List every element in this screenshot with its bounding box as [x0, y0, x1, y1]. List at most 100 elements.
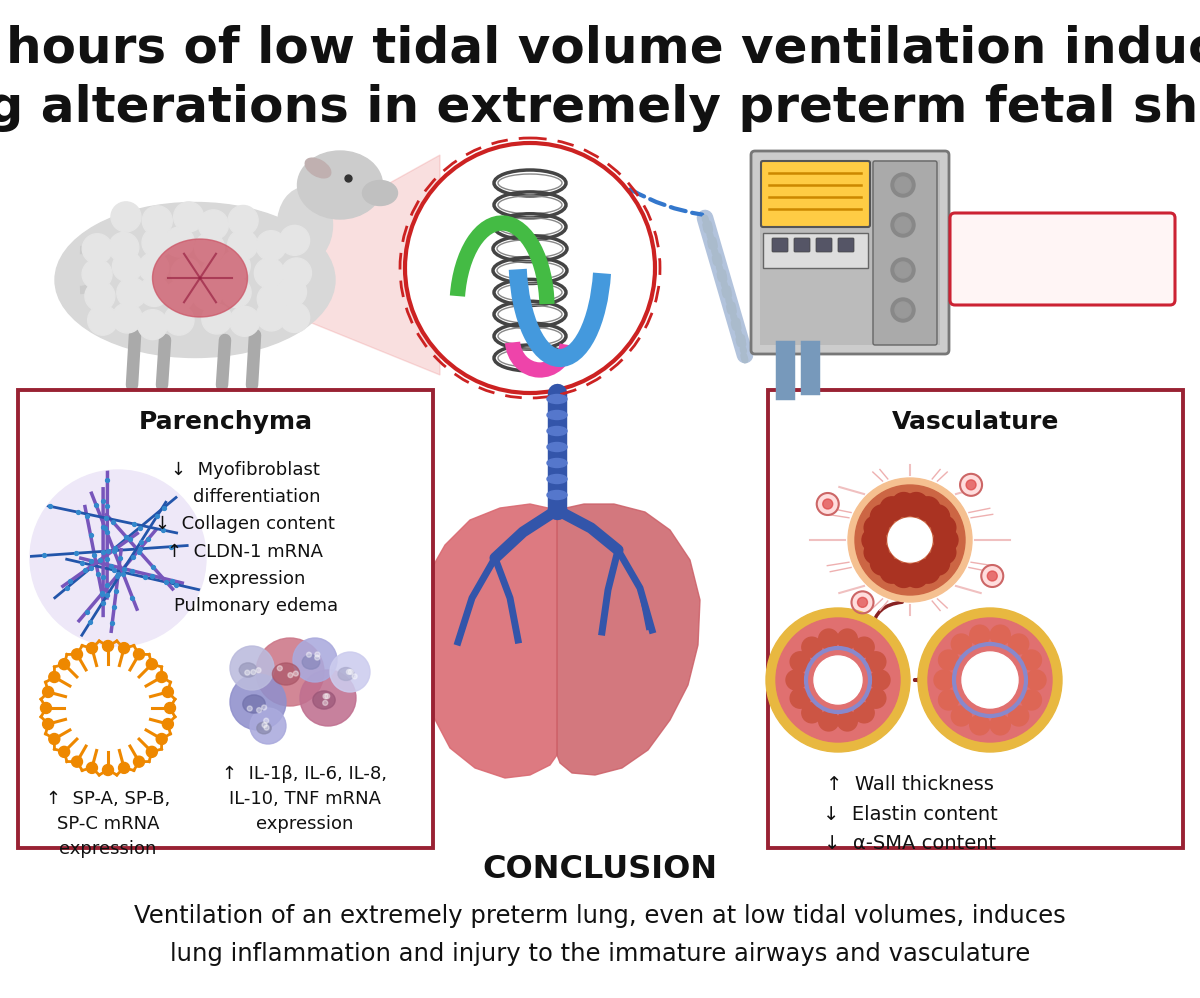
Circle shape	[113, 251, 143, 281]
Circle shape	[888, 518, 932, 562]
Circle shape	[280, 226, 310, 255]
Text: Target V: Target V	[965, 233, 1045, 251]
Circle shape	[229, 306, 259, 336]
Circle shape	[854, 703, 874, 723]
Circle shape	[323, 701, 328, 706]
Circle shape	[112, 303, 142, 333]
FancyBboxPatch shape	[794, 238, 810, 252]
Circle shape	[300, 670, 356, 726]
Circle shape	[990, 625, 1010, 645]
Circle shape	[257, 284, 287, 314]
Ellipse shape	[152, 239, 247, 317]
Ellipse shape	[362, 181, 397, 206]
Ellipse shape	[493, 236, 568, 261]
Circle shape	[116, 277, 146, 307]
Ellipse shape	[494, 323, 566, 349]
Circle shape	[916, 497, 940, 521]
Circle shape	[895, 262, 911, 278]
Circle shape	[323, 694, 328, 699]
Circle shape	[895, 302, 911, 318]
Circle shape	[72, 756, 83, 767]
Circle shape	[1021, 650, 1042, 670]
Circle shape	[83, 234, 113, 263]
Circle shape	[870, 505, 894, 529]
Text: ↓  Myofibroblast
    differentiation
↓  Collagen content
↑  CLDN-1 mRNA
    expr: ↓ Myofibroblast differentiation ↓ Collag…	[151, 461, 338, 615]
Circle shape	[119, 643, 130, 654]
Circle shape	[870, 551, 894, 575]
Circle shape	[306, 653, 312, 658]
Circle shape	[262, 723, 268, 728]
Circle shape	[164, 305, 194, 335]
Circle shape	[925, 551, 949, 575]
Circle shape	[895, 217, 911, 233]
Text: ↑  Wall thickness
↓  Elastin content
↓  α-SMA content: ↑ Wall thickness ↓ Elastin content ↓ α-S…	[823, 775, 997, 853]
Circle shape	[280, 302, 310, 332]
Circle shape	[866, 689, 886, 709]
Circle shape	[880, 497, 904, 521]
FancyBboxPatch shape	[838, 238, 854, 252]
Circle shape	[156, 672, 167, 683]
Circle shape	[247, 706, 252, 711]
Circle shape	[818, 711, 839, 731]
Circle shape	[966, 480, 976, 490]
Circle shape	[325, 694, 330, 699]
Circle shape	[109, 233, 139, 262]
Circle shape	[256, 638, 324, 706]
FancyBboxPatch shape	[768, 390, 1183, 848]
Circle shape	[838, 711, 857, 731]
Text: 24 hours of low tidal volume ventilation induces: 24 hours of low tidal volume ventilation…	[0, 24, 1200, 72]
Text: CONCLUSION: CONCLUSION	[482, 854, 718, 885]
Circle shape	[85, 281, 115, 311]
Circle shape	[823, 499, 833, 509]
Circle shape	[102, 764, 114, 775]
Circle shape	[952, 634, 971, 654]
Circle shape	[776, 618, 900, 742]
Circle shape	[41, 703, 52, 714]
Ellipse shape	[494, 214, 566, 240]
Circle shape	[174, 202, 204, 232]
Circle shape	[288, 673, 293, 678]
FancyBboxPatch shape	[18, 390, 433, 848]
Text: Ventilation of an extremely preterm lung, even at low tidal volumes, induces: Ventilation of an extremely preterm lung…	[134, 904, 1066, 928]
Circle shape	[814, 656, 862, 704]
Circle shape	[282, 257, 312, 288]
Circle shape	[256, 668, 262, 673]
Text: Ventilate for 24 h: Ventilate for 24 h	[965, 263, 1134, 282]
FancyBboxPatch shape	[760, 160, 940, 345]
Circle shape	[938, 650, 959, 670]
Ellipse shape	[547, 490, 568, 500]
Circle shape	[1021, 690, 1042, 710]
Circle shape	[202, 304, 232, 334]
Circle shape	[164, 280, 194, 310]
Circle shape	[293, 638, 337, 682]
Ellipse shape	[55, 203, 335, 357]
Circle shape	[49, 734, 60, 745]
Ellipse shape	[547, 394, 568, 403]
Circle shape	[314, 655, 319, 660]
Circle shape	[932, 540, 956, 564]
Circle shape	[818, 629, 839, 649]
Text: lung alterations in extremely preterm fetal sheep: lung alterations in extremely preterm fe…	[0, 84, 1200, 132]
Circle shape	[164, 703, 175, 714]
Ellipse shape	[298, 151, 383, 219]
Circle shape	[892, 564, 916, 588]
Circle shape	[254, 258, 284, 288]
Ellipse shape	[313, 691, 335, 710]
Circle shape	[918, 608, 1062, 752]
Circle shape	[162, 719, 173, 730]
Circle shape	[49, 672, 60, 683]
Text: 3–5 mL/kg: 3–5 mL/kg	[1046, 233, 1153, 251]
Circle shape	[162, 687, 173, 698]
Circle shape	[228, 230, 258, 259]
Ellipse shape	[277, 188, 332, 262]
Circle shape	[982, 565, 1003, 587]
Circle shape	[86, 643, 97, 654]
Ellipse shape	[338, 668, 354, 681]
Text: lung inflammation and injury to the immature airways and vasculature: lung inflammation and injury to the imma…	[170, 942, 1030, 966]
Circle shape	[802, 703, 822, 723]
Ellipse shape	[547, 426, 568, 435]
Polygon shape	[557, 504, 700, 775]
FancyBboxPatch shape	[761, 161, 870, 227]
Circle shape	[890, 298, 916, 322]
Circle shape	[1026, 670, 1046, 690]
